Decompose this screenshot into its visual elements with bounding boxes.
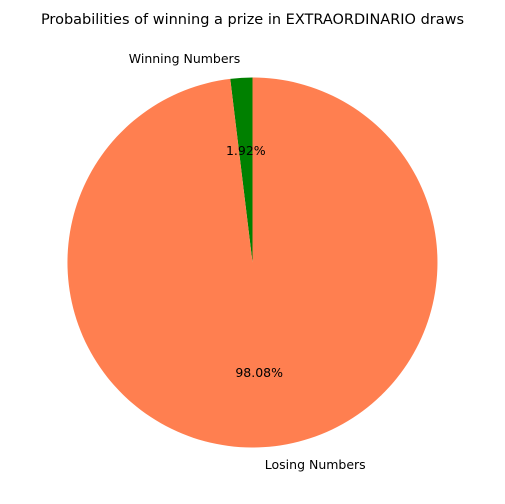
pct-label-winning-numbers: 1.92%: [226, 143, 266, 158]
slice-label-winning-numbers: Winning Numbers: [129, 51, 240, 66]
pie-slice-losing-numbers: [67, 77, 438, 448]
pie-labels: Winning Numbers 1.92% Losing Numbers 98.08%: [129, 51, 366, 472]
chart-title: Probabilities of winning a prize in EXTR…: [41, 12, 464, 28]
pct-label-losing-numbers: 98.08%: [235, 365, 283, 380]
pie-slice-winning-numbers: [230, 77, 253, 263]
pie-slices: [67, 77, 438, 448]
slice-label-losing-numbers: Losing Numbers: [265, 457, 366, 472]
